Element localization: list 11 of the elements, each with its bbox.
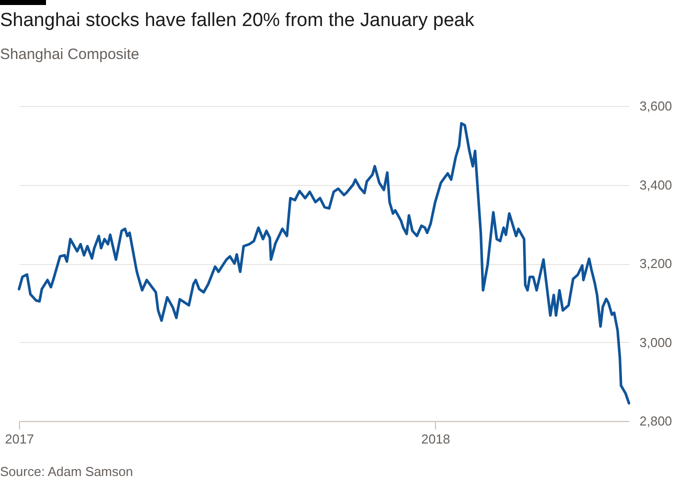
y-tick-label: 3,400: [640, 177, 672, 192]
x-tick-label: 2018: [421, 432, 450, 446]
y-tick-label: 2,800: [640, 414, 672, 428]
line-series: [18, 122, 630, 405]
chart-subtitle: Shanghai Composite: [0, 46, 140, 63]
x-tick-label: 2017: [5, 432, 34, 446]
source-note: Source: Adam Samson: [0, 464, 133, 479]
y-tick-label: 3,200: [640, 256, 672, 271]
y-tick-label: 3,000: [640, 334, 672, 350]
chart-title: Shanghai stocks have fallen 20% from the January peak: [0, 10, 474, 32]
y-tick-label: 3,600: [640, 98, 672, 114]
